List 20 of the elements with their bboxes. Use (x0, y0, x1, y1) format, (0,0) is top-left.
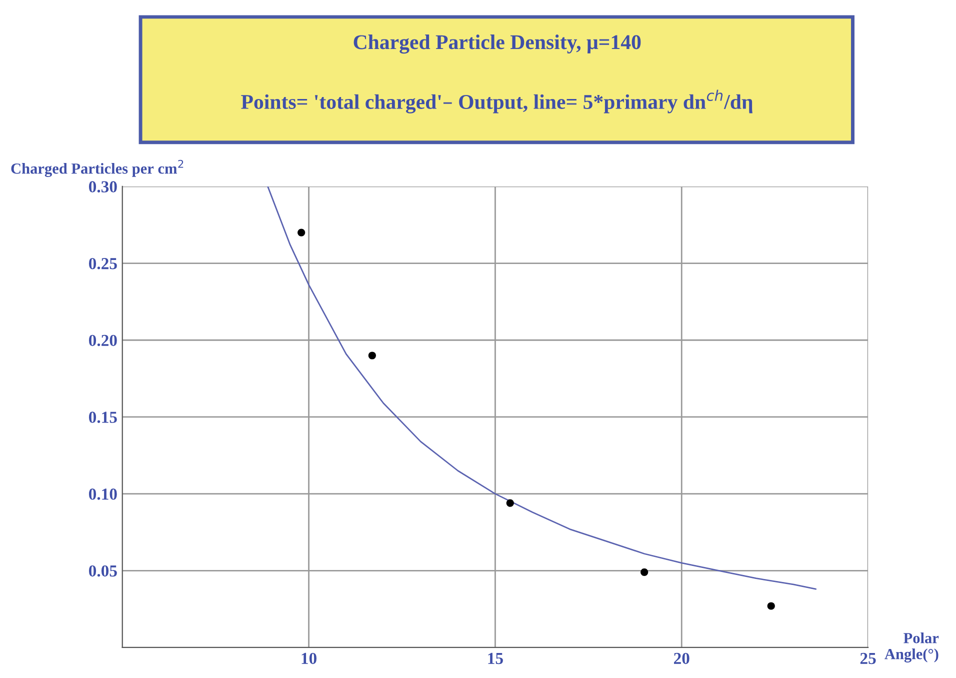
y-tick-label: 0.30 (88, 181, 117, 192)
x-tick-label: 20 (674, 652, 690, 664)
point (368, 352, 376, 360)
y-tick-label: 0.05 (88, 565, 117, 577)
x-tick-label: 10 (302, 652, 316, 664)
chart-title: Charged Particle Density, μ=140 (354, 34, 641, 54)
y-tick-label: 0.25 (88, 258, 117, 270)
y-tick-label: 0.15 (88, 412, 117, 423)
x-axis-title: Polar Angle(°) (884, 632, 939, 662)
y-tick-label: 0.20 (88, 334, 117, 346)
chart-subtitle: Points= 'total charged'– Output, line= 5*primary dn$^{ch}$/dη (241, 90, 752, 114)
point (506, 499, 514, 507)
line-series (267, 186, 817, 590)
point (298, 228, 306, 236)
y-axis-title: Charged Particles per cm$^{2}$ (11, 160, 184, 177)
y-tick-label: 0.10 (88, 488, 117, 500)
point (767, 602, 775, 610)
point (640, 568, 648, 576)
x-tick-label: 15 (488, 652, 503, 664)
x-tick-label: 25 (860, 652, 876, 664)
